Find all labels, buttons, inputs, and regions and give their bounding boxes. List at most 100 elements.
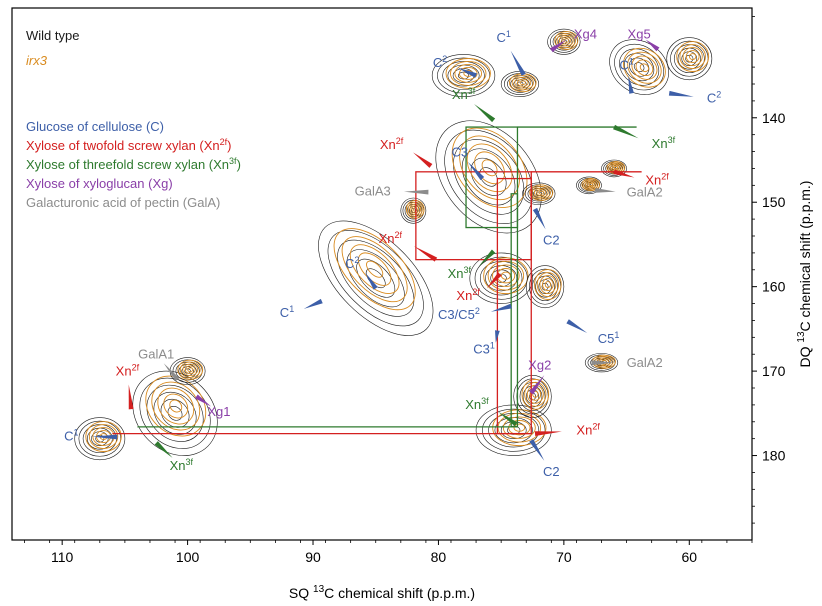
annotation-pointer [474, 103, 496, 123]
peak-label: GalA2 [627, 184, 663, 199]
wild-type-contour-ring [576, 176, 602, 195]
wild-type-contour-ring [453, 139, 525, 215]
peak-label: Xn2f [456, 287, 480, 303]
peak-label: C1 [619, 57, 633, 73]
irx3-contour-ring [585, 180, 597, 189]
irx3-contour-ring [445, 58, 491, 89]
irx3-contour-ring [157, 387, 195, 425]
wild-type-contour-ring [513, 375, 552, 418]
peak-label: Xn3f [448, 265, 472, 281]
annotation-pointer [510, 50, 526, 76]
peak-label: C2 [345, 255, 359, 271]
annotation-pointer [478, 249, 496, 267]
x-tick-label: 80 [431, 549, 447, 565]
y-tick-label: 180 [762, 448, 786, 464]
annotation-pointer [591, 360, 615, 366]
assignment-box-layer [112, 126, 642, 435]
wild-type-contour-ring [337, 239, 415, 317]
irx3-contour-ring [623, 47, 666, 88]
contour-peak-14 [547, 28, 581, 55]
irx3-contour-ring [538, 190, 544, 195]
irx3-contour-ring [588, 182, 594, 187]
peak-label: C3/C52 [438, 306, 480, 322]
contour-peak-0 [132, 370, 218, 456]
peak-label: C31 [473, 340, 495, 356]
annotation-pointer [412, 152, 433, 168]
contour-layer [74, 28, 713, 461]
irx3-contour-ring [586, 181, 595, 188]
annotation-pointer [595, 188, 616, 193]
irx3-contour-ring [529, 184, 554, 201]
wild-type-contour-ring [74, 417, 126, 461]
irx3-contour-ring [333, 228, 416, 311]
irx3-contour-ring [534, 269, 562, 300]
wild-type-contour-ring [507, 425, 521, 435]
irx3-contour-ring [169, 399, 183, 413]
irx3-contour-ring [88, 424, 119, 449]
assignment-legend-entry: Xylose of threefold screw xylan (Xn3f) [26, 156, 241, 172]
peak-label: Xn2f [380, 136, 404, 152]
irx3-contour-ring [554, 31, 579, 50]
wild-type-contour-ring [474, 256, 528, 300]
annotation-pointer [195, 394, 212, 407]
annotation-pointer [495, 330, 500, 343]
peak-label: C1 [64, 427, 78, 443]
wild-type-contour-ring [469, 252, 533, 304]
wild-type-contour-ring [437, 57, 490, 94]
contour-peak-7 [469, 252, 533, 304]
contour-peak-15 [609, 39, 669, 95]
annotation-pointer [549, 39, 566, 53]
irx3-contour-ring [689, 53, 697, 60]
contour-peak-16 [666, 37, 713, 81]
irx3-contour-ring [519, 80, 526, 85]
wild-type-contour-ring [633, 62, 645, 72]
irx3-contour-ring [500, 271, 511, 280]
irx3-contour-ring [676, 41, 710, 72]
irx3-contour-ring [511, 75, 534, 91]
wild-type-contour-ring [522, 182, 556, 206]
contour-peak-17 [400, 197, 427, 224]
irx3-contour-ring [187, 367, 194, 373]
annotation-pointer [529, 375, 545, 395]
contour-peak-12 [431, 54, 496, 97]
annotation-pointer [486, 272, 502, 289]
irx3-contour-ring [685, 50, 700, 63]
irx3-contour-ring [542, 278, 554, 291]
wild-type-contour-ring [475, 404, 552, 456]
annotation-pointer [628, 75, 634, 94]
contour-peak-1 [74, 417, 126, 461]
irx3-contour-ring [679, 44, 706, 69]
peak-label: Xn3f [452, 86, 476, 102]
irx3-contour-ring [163, 393, 189, 419]
irx3-contour-ring [532, 390, 539, 398]
peak-label: Xg2 [528, 357, 551, 372]
irx3-contour-ring [521, 378, 550, 410]
annotation-pointer [490, 303, 512, 312]
wild-type-contour-ring [601, 159, 627, 178]
irx3-contour-ring [366, 260, 384, 278]
peak-label: Xn2f [379, 230, 403, 246]
tick-layer: 110 100 90 80 70 60 140 150 160 170 180 [24, 16, 786, 565]
wild-type-contour-ring [132, 370, 218, 456]
threefold-assignment-box [465, 126, 519, 229]
peak-label: GalA2 [627, 355, 663, 370]
irx3-contour-ring [561, 36, 572, 45]
annotation-pointer [532, 207, 546, 230]
irx3-contour-ring [357, 252, 392, 286]
annotation-pointer [403, 189, 429, 195]
wild-type-contour-ring [482, 408, 546, 452]
irx3-contour-ring [635, 59, 654, 76]
assignment-legend-entry: Xylose of xyloglucan (Xg) [26, 176, 173, 191]
contour-peak-11 [576, 176, 602, 195]
peak-label: Xn3f [170, 457, 194, 473]
contour-peak-13 [500, 71, 540, 97]
irx3-contour-ring [483, 257, 529, 295]
irx3-contour-ring [182, 363, 199, 376]
peak-label: Xg5 [628, 26, 651, 41]
wild-type-contour-ring [167, 405, 183, 421]
wild-type-contour-ring [666, 37, 713, 81]
annotation-pointer [498, 411, 518, 427]
x-tick-label: 110 [51, 549, 74, 565]
irx3-contour-ring [458, 67, 478, 80]
plot-frame [11, 7, 753, 541]
